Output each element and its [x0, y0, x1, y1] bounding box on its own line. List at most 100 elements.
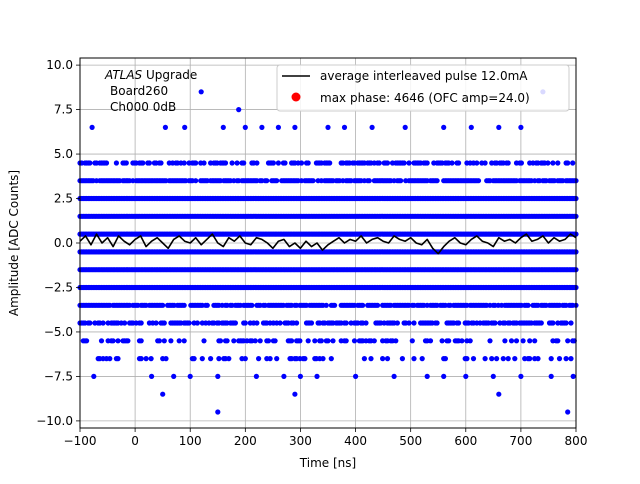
scatter-point-outlier: [215, 373, 221, 379]
scatter-point: [232, 320, 238, 326]
y-axis-label: Amplitude [ADC Counts]: [7, 170, 21, 316]
axis-ticks: −100 0 100 200 300 400 500 600 700 800 10.0 7.5 5.0 2…: [36, 58, 587, 448]
scatter-point: [494, 356, 500, 362]
scatter-point: [323, 302, 329, 308]
scatter-point: [320, 356, 326, 362]
scatter-point-outlier: [242, 124, 248, 130]
scatter-point: [427, 338, 434, 344]
scatter-point: [411, 356, 417, 362]
scatter-point: [138, 320, 144, 326]
legend-label-average: average interleaved pulse 12.0mA: [320, 69, 528, 83]
scatter-point: [249, 302, 255, 308]
scatter-point: [222, 160, 229, 166]
scatter-point: [312, 338, 318, 344]
scatter-point: [229, 160, 235, 166]
annotation-box: ATLAS Upgrade Board260 Ch000 0dB: [104, 68, 197, 114]
scatter-point: [158, 160, 164, 166]
scatter-point: [475, 178, 482, 184]
y-tick-label: 0.0: [54, 236, 73, 250]
y-tick-label: −2.5: [44, 280, 73, 294]
scatter-point: [217, 338, 224, 344]
scatter-point: [216, 356, 222, 362]
scatter-point-outlier: [548, 373, 554, 379]
scatter-point: [394, 320, 400, 326]
scatter-point-outlier: [314, 373, 320, 379]
scatter-point: [272, 338, 278, 344]
scatter-point: [366, 178, 372, 184]
scatter-point: [277, 320, 283, 326]
scatter-point: [146, 160, 152, 166]
scatter-point: [446, 338, 452, 344]
scatter-point: [442, 356, 448, 362]
scatter-point: [535, 356, 541, 362]
scatter-point: [168, 338, 174, 344]
scatter-point-outlier: [292, 124, 298, 130]
scatter-point: [482, 356, 488, 362]
annotation-experiment-suffix: Upgrade: [142, 68, 197, 82]
scatter-point: [343, 320, 349, 326]
scatter-point-outlier: [369, 124, 375, 130]
scatter-point: [267, 356, 273, 362]
scatter-point-outlier: [496, 124, 502, 130]
y-tick-label: −7.5: [44, 369, 73, 383]
scatter-point: [308, 320, 315, 326]
scatter-point: [199, 356, 205, 362]
scatter-point: [568, 320, 574, 326]
scatter-point-outlier: [402, 124, 408, 130]
scatter-point: [538, 320, 544, 326]
scatter-point: [87, 320, 93, 326]
scatter-point: [274, 356, 280, 362]
scatter-point: [138, 338, 144, 344]
scatter-point: [87, 160, 93, 166]
scatter-point: [181, 160, 187, 166]
scatter-point: [545, 160, 551, 166]
scatter-point: [201, 338, 207, 344]
scatter-point: [242, 320, 248, 326]
scatter-point: [508, 338, 515, 344]
scatter-point: [294, 320, 300, 326]
scatter-point-outlier: [160, 391, 166, 397]
scatter-point-outlier: [171, 373, 177, 379]
x-tick-label: 200: [234, 434, 257, 448]
scatter-point: [419, 356, 425, 362]
scatter-point: [371, 338, 377, 344]
scatter-point: [110, 338, 116, 344]
x-tick-label: 300: [289, 434, 312, 448]
scatter-point-outlier: [496, 391, 502, 397]
x-tick-label: 600: [454, 434, 477, 448]
scatter-point: [375, 302, 381, 308]
scatter-point: [241, 160, 247, 166]
scatter-point: [518, 160, 525, 166]
scatter-point: [289, 338, 295, 344]
scatter-point: [548, 356, 554, 362]
y-tick-label: −5.0: [44, 325, 73, 339]
scatter-point: [513, 338, 520, 344]
scatter-point: [148, 356, 154, 362]
scatter-point: [361, 356, 367, 362]
scatter-point: [424, 160, 430, 166]
scatter-point: [384, 356, 391, 362]
scatter-point-outlier: [220, 124, 226, 130]
scatter-point: [500, 356, 506, 362]
scatter-point-outlier: [215, 409, 221, 415]
scatter-point: [556, 356, 563, 362]
y-tick-label: 10.0: [46, 58, 73, 72]
scatter-point-outlier: [297, 373, 303, 379]
scatter-point: [550, 320, 556, 326]
scatter-point: [138, 356, 144, 362]
scatter-point: [520, 338, 526, 344]
scatter-point: [254, 320, 260, 326]
scatter-point: [565, 338, 571, 344]
scatter-point-outlier: [490, 373, 496, 379]
scatter-point: [328, 356, 334, 362]
scatter-point: [160, 302, 166, 308]
scatter-point: [125, 338, 131, 344]
scatter-point: [512, 356, 518, 362]
scatter-point-outlier: [441, 124, 447, 130]
scatter-point: [252, 338, 258, 344]
scatter-point: [193, 178, 199, 184]
scatter-point: [325, 338, 331, 344]
scatter-point: [351, 338, 358, 344]
scatter-point: [298, 160, 305, 166]
